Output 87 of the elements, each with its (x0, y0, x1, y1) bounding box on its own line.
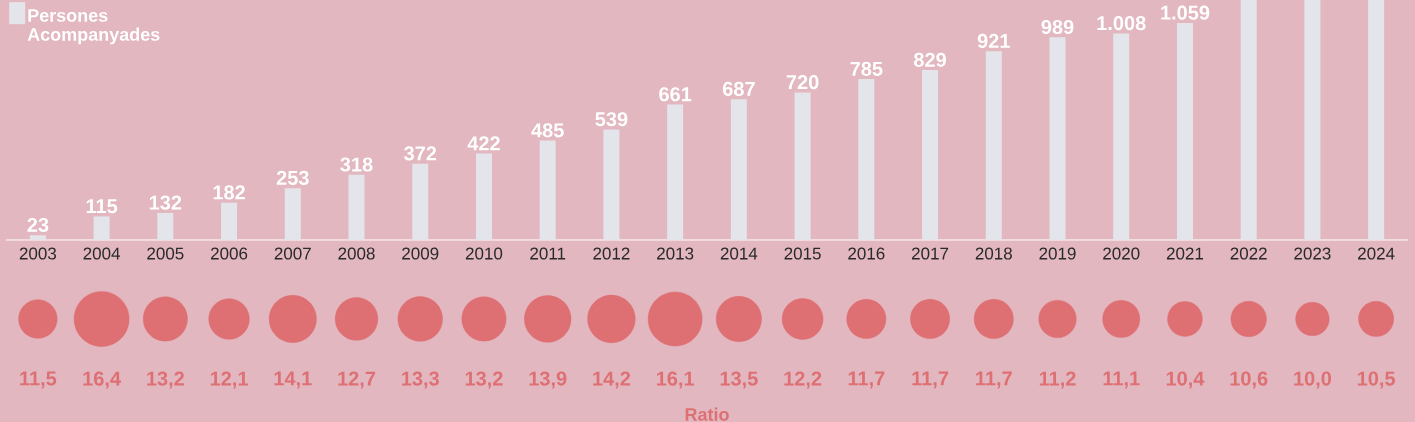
data-label: 11,7 (848, 371, 885, 389)
data-label: 1.059 (1161, 5, 1210, 20)
bar (475, 153, 492, 240)
x-tick-label: 2014 (720, 247, 758, 260)
x-tick-label: 2021 (1166, 247, 1204, 260)
bar (412, 163, 429, 240)
data-label: 1.008 (1097, 16, 1146, 31)
x-tick-label: 2020 (1103, 247, 1140, 260)
data-label: 11,2 (1039, 371, 1076, 389)
x-tick-label: 2018 (975, 247, 1012, 260)
data-label: 132 (149, 195, 182, 210)
x-tick-label: 2006 (211, 247, 248, 260)
data-label: 12,7 (338, 371, 376, 389)
data-label: 16,4 (83, 371, 121, 389)
legend-label: Persones Acompanyades (27, 9, 160, 45)
x-tick-label: 2011 (530, 247, 566, 260)
data-label: 11,7 (912, 371, 949, 389)
bar (1049, 37, 1066, 240)
data-label: 13,3 (402, 371, 439, 389)
x-tick-label: 2005 (147, 247, 184, 260)
bar (985, 51, 1002, 240)
data-label: 13,9 (529, 371, 567, 389)
data-label: 14,2 (593, 371, 631, 389)
data-label: 687 (722, 81, 755, 96)
bar (1368, 0, 1385, 240)
x-tick-label: 2023 (1294, 247, 1331, 260)
x-tick-label: 2017 (912, 247, 949, 260)
x-tick-label: 2007 (274, 247, 311, 260)
x-tick-label: 2024 (1358, 247, 1395, 260)
data-label: 10,6 (1230, 371, 1268, 389)
bar (858, 79, 875, 240)
data-label: 11,1 (1103, 371, 1140, 389)
data-label: 372 (404, 146, 437, 161)
x-tick-label: 2016 (848, 247, 885, 260)
data-label: 485 (531, 123, 564, 138)
x-tick-label: 2010 (465, 247, 503, 260)
x-tick-label: 2022 (1230, 247, 1267, 260)
data-label: 12,2 (784, 371, 822, 389)
bar (1113, 33, 1130, 240)
x-tick-label: 2015 (784, 247, 821, 260)
data-label: 10,5 (1357, 371, 1396, 389)
bar (730, 99, 747, 240)
data-label: 539 (595, 112, 628, 127)
bar (1240, 0, 1257, 240)
x-tick-label: 2012 (593, 247, 630, 260)
data-label: 318 (340, 157, 373, 172)
data-label: 12,1 (210, 371, 248, 389)
x-tick-label: 2009 (402, 247, 439, 260)
bar (93, 216, 110, 240)
data-label: 720 (786, 75, 819, 90)
x-tick-label: 2003 (19, 247, 57, 260)
data-label: 921 (977, 33, 1010, 49)
bar (667, 104, 684, 240)
data-label: 13,2 (147, 371, 184, 389)
text: Ratio (685, 407, 729, 421)
bar (1304, 0, 1321, 240)
data-label: 115 (86, 199, 118, 214)
data-label: 989 (1041, 19, 1074, 35)
data-label: 16,1 (656, 371, 695, 389)
x-tick-label: 2008 (338, 247, 375, 260)
data-label: 10,0 (1294, 371, 1332, 389)
bar (922, 70, 939, 240)
data-label: 785 (850, 61, 883, 76)
data-label: 23 (27, 217, 49, 233)
bar (157, 212, 174, 240)
bar (284, 188, 301, 240)
bar (539, 140, 556, 240)
data-label: 182 (213, 185, 245, 200)
bar (1176, 22, 1193, 240)
data-label: 13,5 (720, 371, 758, 389)
bar (29, 235, 46, 240)
data-label: 13,2 (465, 371, 503, 389)
x-tick-label: 2004 (83, 247, 120, 260)
bar (603, 129, 620, 240)
data-label: 661 (659, 87, 692, 102)
x-tick-label: 2013 (657, 247, 694, 260)
data-label: 10,4 (1166, 371, 1205, 389)
data-label: 11,5 (20, 371, 57, 389)
bar (221, 202, 238, 240)
bar (348, 174, 365, 240)
data-label: 253 (276, 170, 309, 185)
bar (794, 92, 811, 240)
data-label: 422 (467, 136, 500, 151)
data-label: 11,7 (976, 371, 1012, 389)
x-tick-label: 2019 (1039, 247, 1076, 260)
data-label: 829 (914, 52, 946, 67)
data-label: 14,1 (274, 371, 312, 389)
